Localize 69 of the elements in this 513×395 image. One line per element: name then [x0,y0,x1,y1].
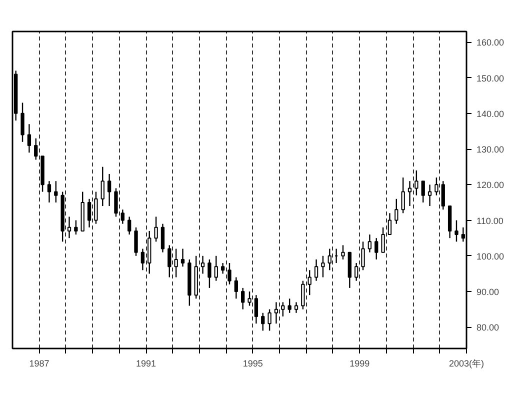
candlestick [294,302,298,314]
x-tick-label: 1991 [136,358,156,368]
candlestick [428,184,432,207]
y-tick-label: 80.00 [476,322,500,333]
candlestick [288,298,292,314]
candlestick [321,255,325,278]
candlestick [174,248,178,278]
x-tick-label: 1999 [350,358,370,368]
y-tick-label: 100.00 [476,251,504,262]
candlestick [114,188,118,218]
candlestick [261,312,265,332]
candlestick [301,280,305,310]
candlestick [94,191,98,224]
candlestick [341,244,345,260]
x-tick-label: 1995 [242,358,263,368]
candlestick [54,180,58,204]
candlestick [421,180,425,204]
candlestick [154,216,158,242]
candlestick [20,102,24,143]
candlestick [248,290,252,306]
candlestick [200,255,205,274]
y-tick-label: 150.00 [476,73,504,84]
x-tick-label: 2003(年) [448,358,484,368]
candlestick [388,212,392,236]
candlestick [168,244,172,278]
candlestick [87,198,92,228]
candlestick [314,258,318,282]
candlestick [354,262,358,282]
candlestick [308,270,312,296]
y-tick-label: 160.00 [476,38,504,48]
y-tick-label: 120.00 [476,180,504,190]
candlestick [134,226,138,256]
candlestick [27,124,32,154]
y-tick-label: 90.00 [476,287,500,298]
candlestick [361,241,365,271]
y-tick-label: 140.00 [476,108,504,119]
candlestick [208,258,212,289]
candlestick [274,302,278,324]
candlestick [120,208,124,224]
candlestick [394,198,398,224]
candlestick [67,216,72,239]
candlestick [228,262,232,285]
candlestick [140,248,145,271]
y-tick-label: 110.00 [476,216,504,226]
candlestick [328,248,332,271]
candlestick [220,262,225,274]
candlestick [454,220,458,242]
candlestick [368,234,372,253]
candlestick [414,170,418,196]
candlestick [128,216,132,236]
candlestick [241,287,245,310]
candlestick [401,176,405,214]
candlestick [281,302,285,318]
candlestick [214,255,218,282]
candlestick [374,237,378,260]
candlestick [408,180,412,207]
candlestick [461,226,465,242]
candlestick [268,308,272,332]
x-tick-label: 1987 [29,358,50,368]
candlestick [381,226,385,253]
candlestick [254,294,258,324]
y-tick-label: 130.00 [476,144,504,155]
candlestick [100,166,104,207]
candlestick [74,220,78,236]
candlestick [180,248,185,268]
candlestick [234,276,238,300]
candlestick [160,223,165,253]
candlestick [107,173,112,207]
candlestick [47,180,52,204]
